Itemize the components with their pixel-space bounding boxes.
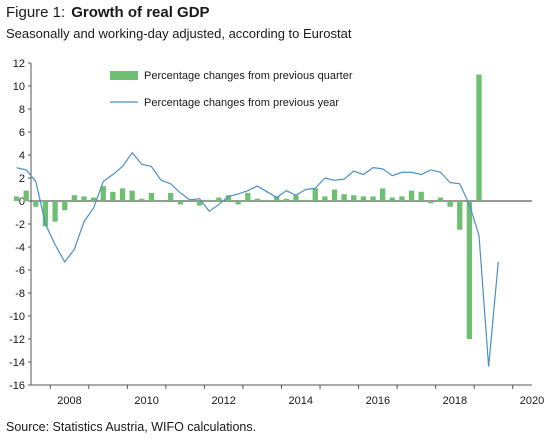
y-tick-label: 10 [13, 81, 25, 93]
bar [71, 195, 78, 201]
bar [418, 191, 424, 201]
bar [447, 201, 453, 207]
bar [351, 195, 357, 201]
bar [235, 201, 241, 205]
bar [399, 196, 405, 201]
bar [81, 196, 87, 201]
y-tick-label: 8 [19, 104, 25, 116]
bar [408, 190, 415, 201]
bar [110, 191, 116, 201]
y-tick-label: -12 [9, 334, 25, 346]
x-tick-label: 2014 [289, 395, 313, 407]
bar [177, 201, 183, 205]
x-tick-label: 2018 [443, 395, 467, 407]
bar [100, 186, 106, 201]
title-text: Growth of real GDP [71, 4, 210, 21]
figure-label: Figure 1: [6, 4, 66, 21]
y-tick-label: 0 [19, 196, 25, 208]
bar [42, 201, 49, 227]
chart-title: Figure 1: Growth of real GDP [6, 4, 210, 21]
y-tick-label: -4 [15, 242, 25, 254]
bar [225, 195, 232, 201]
axes-group: 12 10 8 6 4 2 0 -2 -4 -6 -8 -10 -12 -14 -16 2008 2010 201… [9, 58, 544, 407]
x-tick-label: 2012 [211, 395, 235, 407]
bar [33, 201, 39, 207]
bar [274, 196, 280, 201]
gdp-chart: 12 10 8 6 4 2 0 -2 -4 -6 -8 -10 -12 -14 -16 2008 2010 201… [9, 58, 544, 407]
legend-label-year: Percentage changes from previous year [144, 97, 339, 109]
line-group [16, 151, 499, 367]
bar [245, 192, 251, 201]
bar [476, 74, 482, 201]
bar [206, 199, 212, 201]
bar [119, 188, 126, 201]
legend: Percentage changes from previous quarter… [110, 70, 353, 109]
x-tick-label: 2020 [520, 395, 544, 407]
chart-subtitle: Seasonally and working-day adjusted, acc… [6, 26, 352, 41]
bar [293, 195, 299, 201]
source-note: Source: Statistics Austria, WIFO calcula… [6, 420, 257, 434]
bar [457, 201, 463, 230]
bar [216, 197, 222, 201]
y-tick-label: -8 [15, 288, 25, 300]
bar [331, 189, 338, 201]
y-tick-label: 6 [19, 127, 25, 139]
y-tick-label: -14 [9, 357, 25, 369]
x-tick-label: 2010 [134, 395, 158, 407]
bar [302, 199, 309, 201]
bar [437, 197, 444, 201]
y-tick-label: -2 [15, 219, 25, 231]
x-tick-label: 2008 [57, 395, 81, 407]
y-tick-label: 2 [19, 173, 25, 185]
bar [264, 199, 270, 201]
bars-group [13, 74, 482, 339]
bar [466, 201, 473, 339]
y-tick-label: 12 [13, 58, 25, 70]
bar [389, 197, 395, 201]
y-tick-label: -6 [15, 265, 25, 277]
legend-swatch-quarter [110, 71, 138, 80]
bar [129, 190, 135, 201]
bar [283, 198, 289, 201]
bar [341, 194, 347, 201]
y-tick-label: 4 [19, 150, 25, 162]
x-tick-label: 2016 [366, 395, 390, 407]
bar [148, 192, 155, 201]
bar [428, 201, 434, 204]
legend-label-quarter: Percentage changes from previous quarter [144, 70, 353, 82]
bar [196, 201, 203, 206]
bar [52, 201, 58, 222]
bar [62, 201, 68, 211]
bar [139, 198, 145, 201]
bar [360, 196, 367, 201]
yoy-line [16, 151, 499, 367]
bar [23, 190, 29, 201]
bar [90, 197, 97, 201]
bar [13, 196, 20, 201]
y-tick-label: -10 [9, 311, 25, 323]
bar [322, 196, 328, 201]
bar [254, 198, 261, 201]
bar [380, 188, 386, 201]
bar [312, 188, 318, 201]
bar [370, 196, 376, 201]
bar [158, 201, 164, 203]
bar [168, 192, 174, 201]
y-tick-label: -16 [9, 380, 25, 392]
